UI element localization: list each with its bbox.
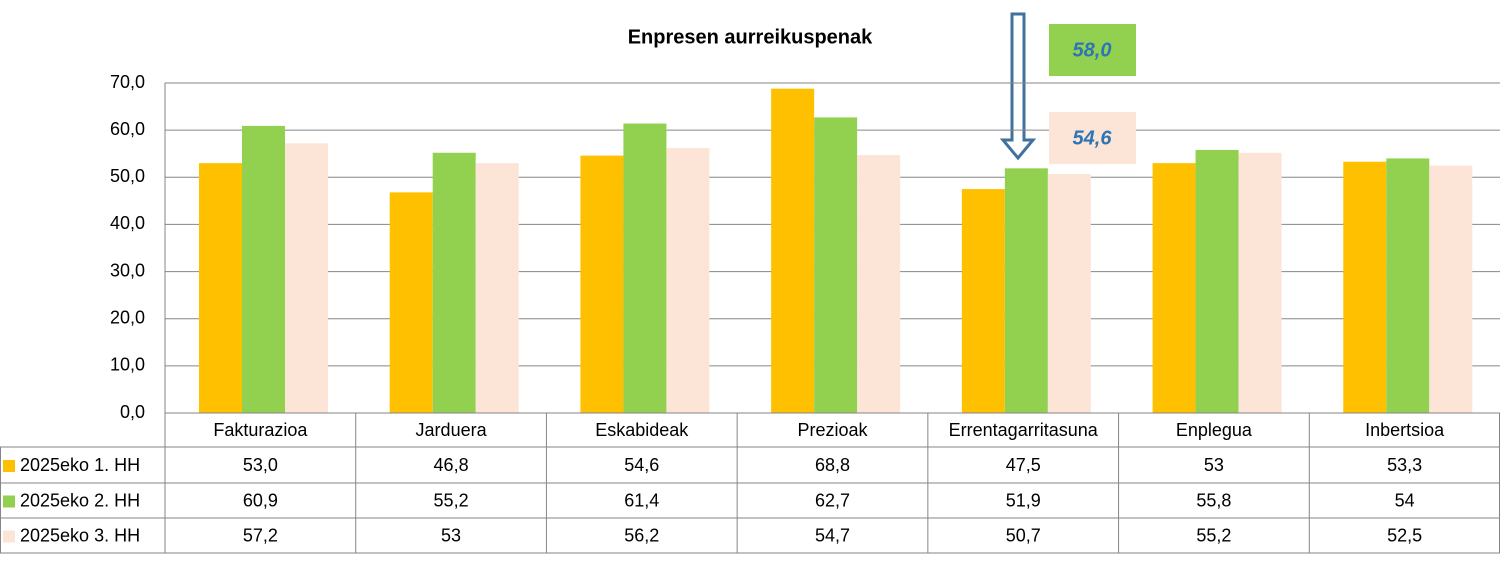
y-tick-label: 50,0 xyxy=(110,166,145,186)
bar xyxy=(1429,165,1473,413)
y-tick-label: 40,0 xyxy=(110,213,145,233)
table-value: 61,4 xyxy=(624,490,659,510)
arrow xyxy=(999,12,1037,161)
legend-swatch xyxy=(3,495,15,508)
x-tick-label: Prezioak xyxy=(797,420,868,440)
annotation-box xyxy=(1049,112,1136,164)
annotation-box xyxy=(1049,24,1136,76)
table-value: 68,8 xyxy=(815,455,850,475)
bar xyxy=(1047,173,1091,413)
bar xyxy=(580,155,624,413)
table-value: 55,8 xyxy=(1196,490,1231,510)
bar xyxy=(242,125,285,414)
x-tick-label: Inbertsioa xyxy=(1365,420,1445,440)
bar xyxy=(1152,163,1196,413)
table-value: 53,0 xyxy=(243,455,278,475)
bar xyxy=(961,189,1005,413)
legend-swatch xyxy=(3,530,15,543)
table-value: 53,3 xyxy=(1387,455,1422,475)
y-tick-label: 10,0 xyxy=(110,355,145,375)
bar xyxy=(1195,149,1239,413)
y-tick-label: 20,0 xyxy=(110,307,145,327)
table-value: 54,6 xyxy=(624,455,659,475)
bar xyxy=(666,148,710,414)
table-value: 53 xyxy=(1204,455,1224,475)
table-value: 56,2 xyxy=(624,525,659,545)
bar xyxy=(814,117,858,414)
annotation: 54,6 xyxy=(1073,127,1113,149)
bar xyxy=(432,152,476,413)
x-tick-label: Eskabideak xyxy=(595,420,689,440)
table-value: 51,9 xyxy=(1006,490,1041,510)
y-tick-label: 70,0 xyxy=(110,72,145,92)
table-value: 52,5 xyxy=(1387,525,1422,545)
bar xyxy=(285,143,328,414)
legend-label: 2025eko 2. HH xyxy=(20,490,140,510)
table-value: 57,2 xyxy=(243,525,278,545)
y-tick-label: 0,0 xyxy=(120,402,145,422)
bar xyxy=(1004,168,1048,413)
annotation: 58,0 xyxy=(1073,39,1112,61)
bar xyxy=(1238,152,1282,413)
chart-title: Enpresen aurreikuspenak xyxy=(628,26,873,48)
bar xyxy=(199,163,242,413)
bar xyxy=(623,123,667,414)
table-value: 55,2 xyxy=(1196,525,1231,545)
y-tick-label: 30,0 xyxy=(110,260,145,280)
table-value: 46,8 xyxy=(434,455,469,475)
x-tick-label: Jarduera xyxy=(416,420,488,440)
bar xyxy=(475,163,519,413)
x-tick-label: Errentagarritasuna xyxy=(949,420,1099,440)
x-tick-label: Fakturazioa xyxy=(213,420,308,440)
legend-label: 2025eko 1. HH xyxy=(20,455,140,475)
table-value: 54,7 xyxy=(815,525,850,545)
x-tick-label: Enplegua xyxy=(1176,420,1253,440)
bar xyxy=(857,155,901,413)
bar xyxy=(1343,161,1387,413)
bar xyxy=(389,192,433,413)
table-value: 53 xyxy=(441,525,461,545)
table-value: 55,2 xyxy=(434,490,469,510)
table-value: 50,7 xyxy=(1006,525,1041,545)
legend-swatch xyxy=(3,460,15,472)
legend-label: 2025eko 3. HH xyxy=(20,525,140,545)
bar xyxy=(771,88,815,414)
bar xyxy=(1386,158,1430,413)
table-value: 62,7 xyxy=(815,490,850,510)
table-value: 54 xyxy=(1395,490,1415,510)
y-tick-label: 60,0 xyxy=(110,119,145,139)
table-value: 47,5 xyxy=(1006,455,1041,475)
table-value: 60,9 xyxy=(243,490,278,510)
